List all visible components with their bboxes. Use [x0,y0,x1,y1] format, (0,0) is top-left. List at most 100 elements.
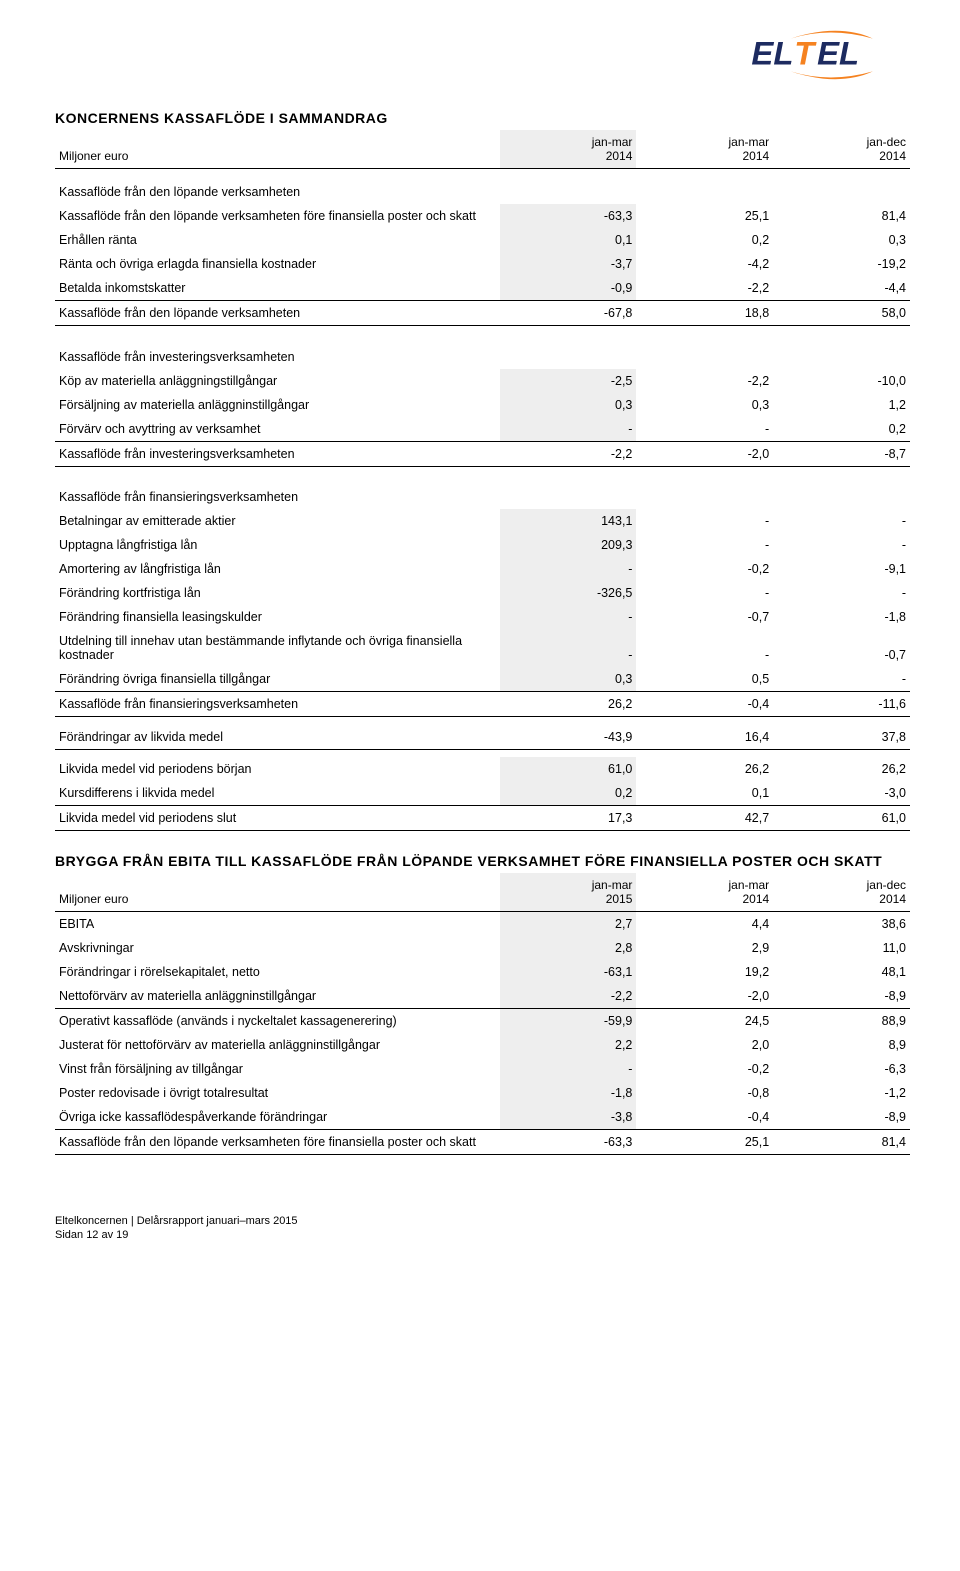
cell-value: -8,9 [773,1105,910,1130]
cell-value: -0,7 [773,629,910,667]
cell-value: 42,7 [636,806,773,831]
cell-value: - [500,417,637,442]
cell-value: 26,2 [500,692,637,717]
row-label: Amortering av långfristiga lån [55,557,500,581]
cell-value: - [636,509,773,533]
cell-value: 81,4 [773,204,910,228]
cell-value: -0,4 [636,1105,773,1130]
cell-value: 2,2 [500,1033,637,1057]
cell-value: -8,9 [773,984,910,1009]
cell-value: - [636,533,773,557]
cell-value: -63,3 [500,1130,637,1155]
cell-value: -8,7 [773,441,910,466]
cell-value: -59,9 [500,1009,637,1034]
cell-value: -43,9 [500,725,637,750]
cell-value: -2,2 [636,276,773,301]
svg-text:EL: EL [817,34,859,71]
cell-value: -10,0 [773,369,910,393]
cell-value: 0,1 [636,781,773,806]
cell-value: -1,2 [773,1081,910,1105]
svg-text:EL: EL [751,34,793,71]
row-label: Upptagna långfristiga lån [55,533,500,557]
row-label: Kassaflöde från finansieringsverksamhete… [55,692,500,717]
cell-value: - [773,533,910,557]
cell-value: 0,2 [773,417,910,442]
cell-value: - [500,605,637,629]
cell-value: - [773,581,910,605]
cell-value: - [773,509,910,533]
row-label: Kassaflöde från den löpande verksamheten [55,301,500,326]
row-label: Förändring övriga finansiella tillgångar [55,667,500,692]
row-label: Betalningar av emitterade aktier [55,509,500,533]
cell-value: -9,1 [773,557,910,581]
col-header-c3: jan-dec2014 [773,130,910,169]
cell-value: 11,0 [773,936,910,960]
cell-value: - [636,417,773,442]
row-label: Kursdifferens i likvida medel [55,781,500,806]
cell-value: -67,8 [500,301,637,326]
cell-value: - [500,557,637,581]
row-label: Ränta och övriga erlagda finansiella kos… [55,252,500,276]
cell-value: -4,4 [773,276,910,301]
cell-value: -6,3 [773,1057,910,1081]
cell-value: 2,0 [636,1033,773,1057]
col-header-label: Miljoner euro [55,130,500,169]
table1-title: KONCERNENS KASSAFLÖDE I SAMMANDRAG [55,110,910,126]
cell-value: -3,8 [500,1105,637,1130]
cell-value: -0,9 [500,276,637,301]
row-label: Kassaflöde från investeringsverksamheten [55,441,500,466]
cell-value: -2,2 [500,441,637,466]
row-label: Erhållen ränta [55,228,500,252]
cell-value: - [773,667,910,692]
cell-value: 58,0 [773,301,910,326]
logo: EL T EL [55,30,910,80]
row-label: Kassaflöde från den löpande verksamheten… [55,1130,500,1155]
cell-value: 48,1 [773,960,910,984]
cell-value: -3,7 [500,252,637,276]
cell-value: 0,3 [636,393,773,417]
cell-value: 18,8 [636,301,773,326]
cashflow-table: Miljoner eurojan-mar2014jan-mar2014jan-d… [55,130,910,831]
row-label: Betalda inkomstskatter [55,276,500,301]
cell-value: -1,8 [500,1081,637,1105]
cell-value: 4,4 [636,912,773,937]
cell-value: 2,7 [500,912,637,937]
row-label: Förändring kortfristiga lån [55,581,500,605]
cell-value: 0,3 [500,667,637,692]
cell-value: -2,2 [636,369,773,393]
cell-value: - [500,629,637,667]
cell-value: - [636,629,773,667]
cell-value: 25,1 [636,204,773,228]
page-footer: Eltelkoncernen | Delårsrapport januari–m… [55,1215,910,1241]
cell-value: 25,1 [636,1130,773,1155]
cell-value: -2,0 [636,984,773,1009]
row-label: Utdelning till innehav utan bestämmande … [55,629,500,667]
cell-value: -0,2 [636,1057,773,1081]
col-header-c1: jan-mar2014 [500,130,637,169]
cell-value: 26,2 [636,757,773,781]
cell-value: -0,8 [636,1081,773,1105]
cell-value: -0,4 [636,692,773,717]
row-label: Likvida medel vid periodens början [55,757,500,781]
cell-value: 26,2 [773,757,910,781]
cell-value: 88,9 [773,1009,910,1034]
cell-value: 8,9 [773,1033,910,1057]
row-label: Försäljning av materiella anläggninstill… [55,393,500,417]
row-label: Övriga icke kassaflödespåverkande föränd… [55,1105,500,1130]
row-label: Förändringar av likvida medel [55,725,500,750]
cell-value: 38,6 [773,912,910,937]
cell-value: 0,2 [500,781,637,806]
row-label: Förändringar i rörelsekapitalet, netto [55,960,500,984]
row-label: EBITA [55,912,500,937]
cell-value: -0,7 [636,605,773,629]
cell-value: -326,5 [500,581,637,605]
cell-value: 0,5 [636,667,773,692]
cell-value: -19,2 [773,252,910,276]
col-header-c1: jan-mar2015 [500,873,637,912]
cell-value: -2,2 [500,984,637,1009]
cell-value: 0,1 [500,228,637,252]
cell-value: 0,3 [500,393,637,417]
cell-value: 24,5 [636,1009,773,1034]
cell-value: -4,2 [636,252,773,276]
section-header: Kassaflöde från finansieringsverksamhete… [55,474,910,509]
